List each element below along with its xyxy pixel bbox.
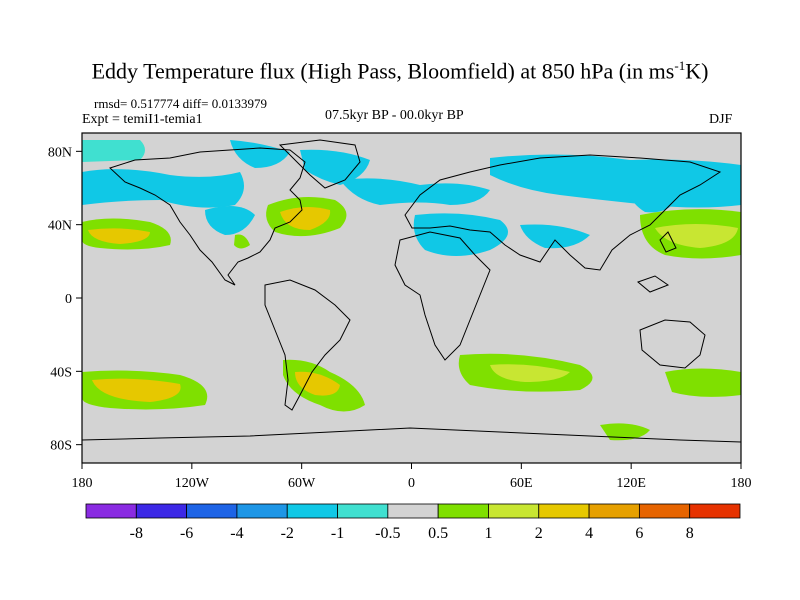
patch-north-pacific <box>82 169 244 208</box>
lat-tick-label: 40S <box>50 365 72 380</box>
colorbar-swatch <box>135 503 188 519</box>
coast-greenland <box>278 139 361 189</box>
lon-tick-label: 0 <box>408 476 415 491</box>
lon-tick-label: 180 <box>731 476 752 491</box>
patch-south-pacific-core <box>92 378 181 402</box>
patch-south-atlantic-core <box>295 371 340 396</box>
lon-tick-label: 60W <box>288 476 316 491</box>
season-label: DJF <box>709 112 733 127</box>
colorbar-swatch <box>337 503 389 519</box>
colorbar-label: 0.5 <box>428 525 448 542</box>
colorbar-label: -8 <box>130 525 143 542</box>
patch-north-pacific-east-core <box>88 228 150 244</box>
shaded-field <box>82 140 741 441</box>
period-label: 07.5kyr BP - 00.0kyr BP <box>325 108 464 123</box>
colorbar-label: -0.5 <box>375 525 400 542</box>
patch-east-asia <box>625 175 680 213</box>
colorbar-swatch <box>538 503 590 519</box>
coast-japan <box>659 231 677 253</box>
coastlines <box>82 139 741 443</box>
patch-southern-ocean <box>600 423 650 441</box>
coast-south-america <box>264 279 351 411</box>
patch-north-atlantic-west-core <box>280 206 331 230</box>
colorbar-swatch <box>588 503 640 519</box>
coast-africa <box>394 231 491 361</box>
lat-axis: 80N 40N 0 40S 80S <box>48 145 82 454</box>
lat-tick-label: 80N <box>48 145 72 160</box>
chart-title: Eddy Temperature flux (High Pass, Bloomf… <box>0 58 800 84</box>
colorbar-swatch <box>638 503 691 519</box>
patch-central-asia <box>520 224 590 249</box>
colorbar-label: 4 <box>585 525 593 542</box>
title-superscript: -1 <box>674 58 686 73</box>
patch-mediterranean <box>413 213 508 256</box>
colorbar-label: -6 <box>180 525 193 542</box>
title-main: Eddy Temperature flux (High Pass, Bloomf… <box>91 58 675 84</box>
stats-label: rmsd= 0.517774 diff= 0.0133979 <box>94 96 267 111</box>
lon-tick-label: 60E <box>510 476 533 491</box>
colorbar-label: 2 <box>535 525 543 542</box>
lat-tick-label: 80S <box>50 439 72 454</box>
lon-tick-label: 120W <box>175 476 210 491</box>
colorbar-label: -2 <box>281 525 294 542</box>
patch-gulf <box>234 234 250 249</box>
colorbar-label: 6 <box>635 525 643 542</box>
coast-indonesia <box>637 275 670 293</box>
patch-south-indian-core <box>490 364 570 382</box>
lon-axis: 180 120W 60W 0 60E 120E 180 <box>72 463 752 491</box>
colorbar-swatch <box>437 503 489 519</box>
colorbar: -8 -6 -4 -2 -1 -0.5 0.5 1 2 4 6 8 <box>85 503 741 542</box>
lat-tick-label: 40N <box>48 219 72 234</box>
colorbar-swatch <box>85 503 137 519</box>
coast-eurasia <box>404 154 722 271</box>
expt-label: Expt = temiI1-temia1 <box>82 112 203 127</box>
colorbar-label: -4 <box>230 525 243 542</box>
colorbar-label: 1 <box>484 525 492 542</box>
colorbar-label: 8 <box>686 525 694 542</box>
patch-north-atlantic <box>340 178 490 205</box>
lon-tick-label: 120E <box>616 476 646 491</box>
colorbar-swatch <box>286 503 338 519</box>
colorbar-label: -1 <box>331 525 344 542</box>
lon-tick-label: 180 <box>72 476 93 491</box>
patch-south-australia <box>665 368 741 397</box>
patch-canada-arctic <box>230 140 290 168</box>
patch-greenland <box>300 149 370 185</box>
colorbar-swatch <box>689 503 741 519</box>
colorbar-swatch <box>236 503 288 519</box>
patch-arctic-light <box>82 140 145 162</box>
coast-antarctica <box>82 427 741 443</box>
title-tail: K) <box>685 58 709 84</box>
patch-north-america <box>205 206 255 235</box>
patch-north-pacific-west-core <box>655 224 738 248</box>
colorbar-swatch <box>488 503 540 519</box>
coast-north-america <box>109 147 306 286</box>
coast-australia <box>639 319 706 369</box>
colorbar-swatch <box>186 503 238 519</box>
lat-tick-label: 0 <box>65 292 72 307</box>
colorbar-swatch <box>387 503 439 519</box>
